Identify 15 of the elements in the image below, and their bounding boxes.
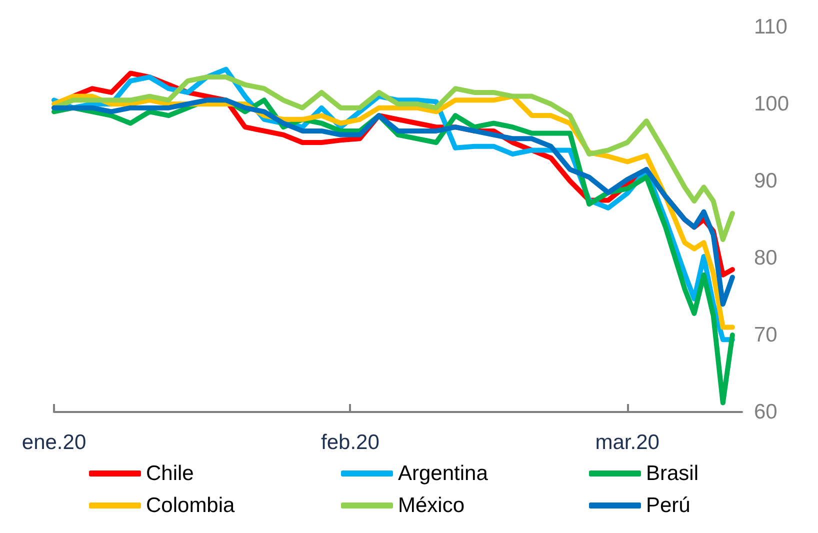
y-tick-label: 110 — [754, 16, 788, 38]
x-tick-label: feb.20 — [321, 431, 380, 454]
legend-label: Brasil — [646, 462, 699, 485]
legend-label: México — [398, 494, 465, 517]
legend-label: Argentina — [398, 462, 488, 485]
y-tick-label: 90 — [754, 170, 778, 192]
y-tick-label: 60 — [754, 400, 778, 424]
x-tick-label: mar.20 — [595, 431, 660, 454]
y-tick-label: 70 — [754, 324, 778, 346]
legend-label: Perú — [646, 494, 690, 517]
y-tick-label: 100 — [754, 92, 790, 116]
x-tick-label: ene.20 — [22, 431, 86, 454]
legend-label: Chile — [146, 462, 194, 485]
legend-label: Colombia — [146, 494, 236, 517]
y-tick-label: 80 — [754, 246, 778, 270]
